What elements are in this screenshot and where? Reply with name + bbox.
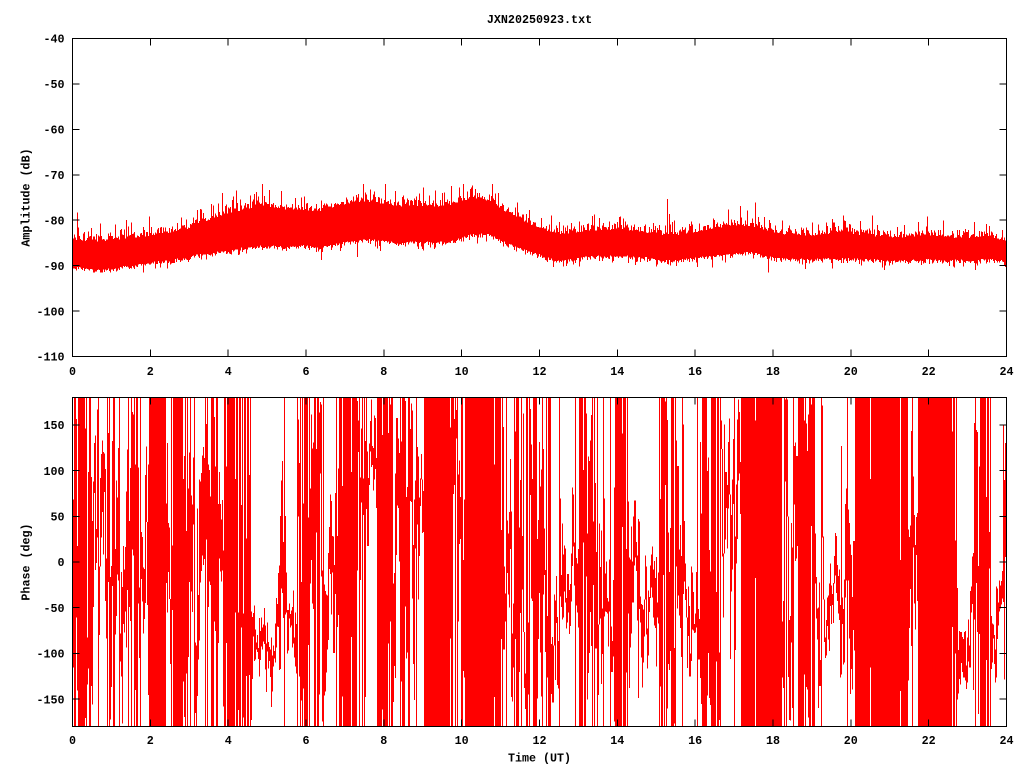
svg-text:4: 4 <box>225 734 232 748</box>
svg-text:10: 10 <box>455 365 469 379</box>
svg-text:16: 16 <box>688 365 702 379</box>
svg-text:50: 50 <box>50 511 64 525</box>
svg-text:22: 22 <box>922 734 936 748</box>
svg-text:12: 12 <box>532 734 546 748</box>
svg-text:-80: -80 <box>43 214 64 228</box>
svg-text:-100: -100 <box>36 305 64 319</box>
svg-text:6: 6 <box>302 365 309 379</box>
svg-text:16: 16 <box>688 734 702 748</box>
svg-text:20: 20 <box>844 734 858 748</box>
svg-text:150: 150 <box>43 419 64 433</box>
svg-text:100: 100 <box>43 465 64 479</box>
svg-text:0: 0 <box>69 734 76 748</box>
svg-text:14: 14 <box>610 365 624 379</box>
svg-text:2: 2 <box>147 734 154 748</box>
svg-text:22: 22 <box>922 365 936 379</box>
svg-text:-70: -70 <box>43 169 64 183</box>
svg-text:6: 6 <box>302 734 309 748</box>
svg-text:2: 2 <box>147 365 154 379</box>
svg-text:24: 24 <box>999 365 1013 379</box>
svg-text:-60: -60 <box>43 124 64 138</box>
svg-text:18: 18 <box>766 365 780 379</box>
svg-text:4: 4 <box>225 365 232 379</box>
svg-text:8: 8 <box>380 365 387 379</box>
svg-text:10: 10 <box>455 734 469 748</box>
svg-text:-90: -90 <box>43 260 64 274</box>
svg-text:8: 8 <box>380 734 387 748</box>
svg-text:Amplitude (dB): Amplitude (dB) <box>20 148 34 246</box>
svg-text:24: 24 <box>999 734 1013 748</box>
svg-text:12: 12 <box>532 365 546 379</box>
svg-text:-110: -110 <box>36 351 64 365</box>
svg-text:JXN20250923.txt: JXN20250923.txt <box>487 13 592 27</box>
svg-text:20: 20 <box>844 365 858 379</box>
svg-text:14: 14 <box>610 734 624 748</box>
svg-text:-50: -50 <box>43 78 64 92</box>
svg-text:-100: -100 <box>36 648 64 662</box>
svg-text:Phase (deg): Phase (deg) <box>20 523 34 600</box>
svg-text:Time (UT): Time (UT) <box>508 752 571 766</box>
svg-text:-40: -40 <box>43 33 64 47</box>
svg-text:0: 0 <box>69 365 76 379</box>
svg-text:18: 18 <box>766 734 780 748</box>
svg-text:0: 0 <box>57 556 64 570</box>
svg-text:-50: -50 <box>43 602 64 616</box>
svg-text:-150: -150 <box>36 693 64 707</box>
